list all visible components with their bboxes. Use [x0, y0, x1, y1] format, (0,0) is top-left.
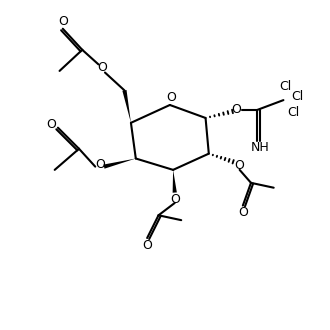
Polygon shape: [173, 170, 177, 193]
Text: O: O: [97, 61, 107, 74]
Text: Cl: Cl: [288, 106, 300, 119]
Text: O: O: [238, 206, 248, 219]
Text: O: O: [58, 15, 68, 28]
Text: O: O: [167, 91, 177, 104]
Polygon shape: [104, 158, 136, 169]
Text: Cl: Cl: [279, 80, 291, 93]
Text: O: O: [231, 103, 241, 116]
Text: O: O: [46, 118, 56, 131]
Polygon shape: [122, 90, 131, 123]
Text: Cl: Cl: [291, 90, 303, 103]
Text: O: O: [95, 158, 105, 172]
Text: O: O: [142, 239, 152, 252]
Text: NH: NH: [251, 141, 269, 154]
Text: O: O: [234, 159, 244, 173]
Text: O: O: [170, 193, 180, 206]
